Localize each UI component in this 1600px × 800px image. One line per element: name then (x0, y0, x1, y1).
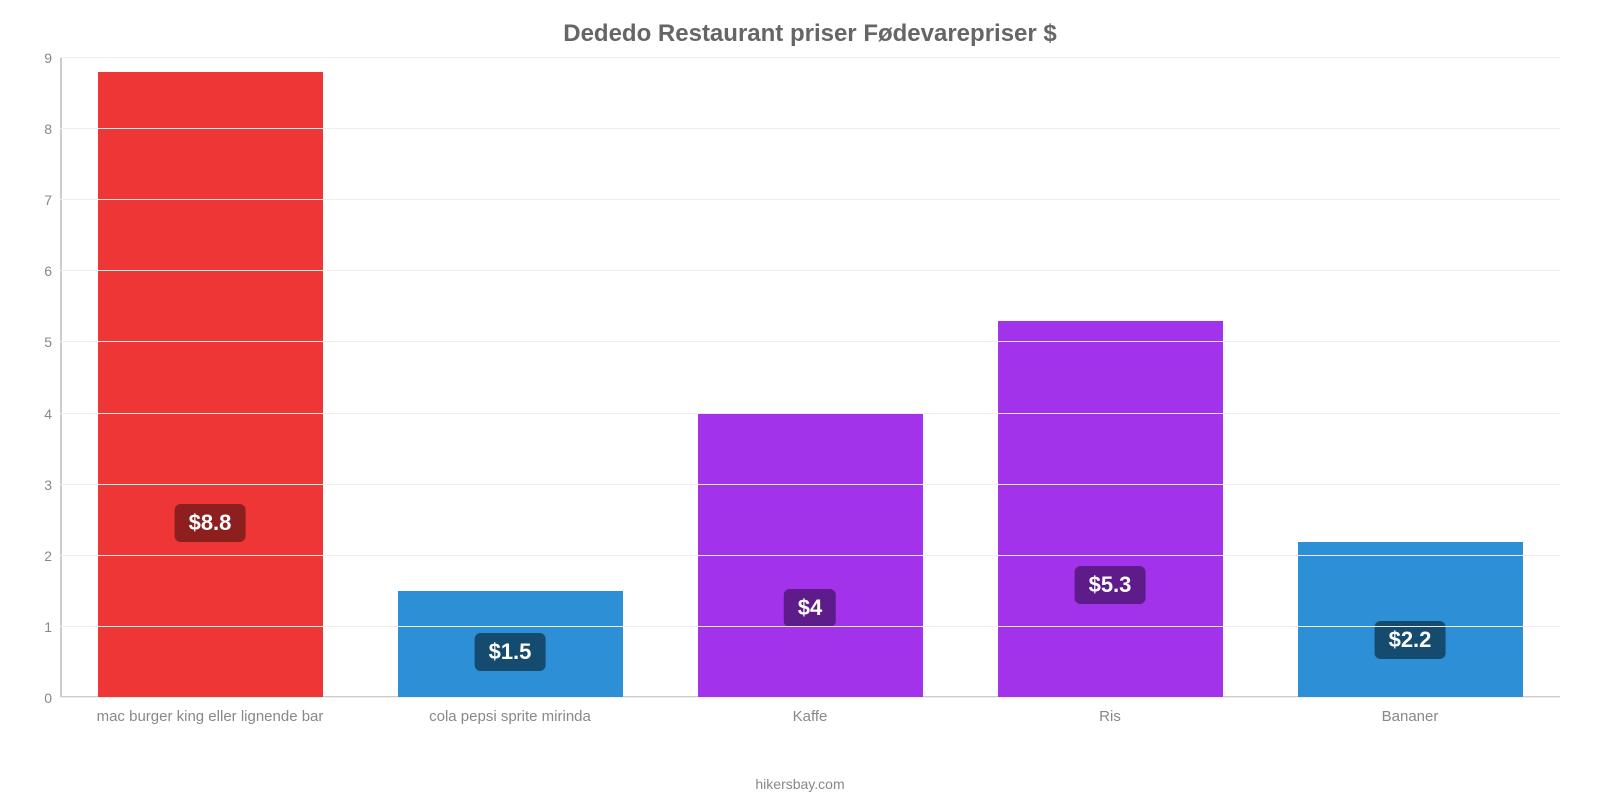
attribution: hikersbay.com (0, 776, 1600, 792)
y-tick-label: 9 (44, 50, 52, 66)
bars-layer: $8.8 $1.5 $4 $5.3 $2.2 (60, 58, 1560, 698)
x-tick-label: cola pepsi sprite mirinda (360, 708, 660, 725)
x-labels-row: mac burger king eller lignende barcola p… (60, 708, 1560, 725)
y-tick-label: 6 (44, 263, 52, 279)
bar: $4 (698, 414, 923, 698)
bar: $5.3 (998, 321, 1223, 698)
bar-slot: $5.3 (960, 58, 1260, 698)
value-badge: $5.3 (1075, 566, 1146, 604)
y-tick-label: 2 (44, 548, 52, 564)
y-tick-label: 1 (44, 619, 52, 635)
grid-line (60, 697, 1560, 698)
bar-slot: $8.8 (60, 58, 360, 698)
value-badge: $1.5 (475, 633, 546, 671)
bar: $2.2 (1298, 542, 1523, 698)
y-tick-label: 8 (44, 121, 52, 137)
value-badge: $4 (784, 589, 836, 627)
chart-title: Dededo Restaurant priser Fødevarepriser … (60, 20, 1560, 48)
bar-slot: $2.2 (1260, 58, 1560, 698)
bar: $8.8 (98, 72, 323, 698)
grid-line (60, 199, 1560, 200)
grid-line (60, 128, 1560, 129)
x-tick-label: Bananer (1260, 708, 1560, 725)
grid-line (60, 626, 1560, 627)
grid-line (60, 57, 1560, 58)
y-tick-label: 4 (44, 406, 52, 422)
bar: $1.5 (398, 591, 623, 698)
y-tick-label: 3 (44, 477, 52, 493)
plot-area: $8.8$1.5$4$5.3$2.2 mac burger king eller… (60, 58, 1560, 698)
x-tick-label: Kaffe (660, 708, 960, 725)
grid-line (60, 555, 1560, 556)
x-tick-label: Ris (960, 708, 1260, 725)
y-tick-label: 0 (44, 690, 52, 706)
grid-line (60, 484, 1560, 485)
y-tick-label: 7 (44, 192, 52, 208)
value-badge: $8.8 (175, 504, 246, 542)
grid-line (60, 413, 1560, 414)
x-tick-label: mac burger king eller lignende bar (60, 708, 360, 725)
grid-line (60, 341, 1560, 342)
y-tick-label: 5 (44, 334, 52, 350)
chart-container: Dededo Restaurant priser Fødevarepriser … (0, 0, 1600, 800)
bar-slot: $4 (660, 58, 960, 698)
bar-slot: $1.5 (360, 58, 660, 698)
grid-line (60, 270, 1560, 271)
